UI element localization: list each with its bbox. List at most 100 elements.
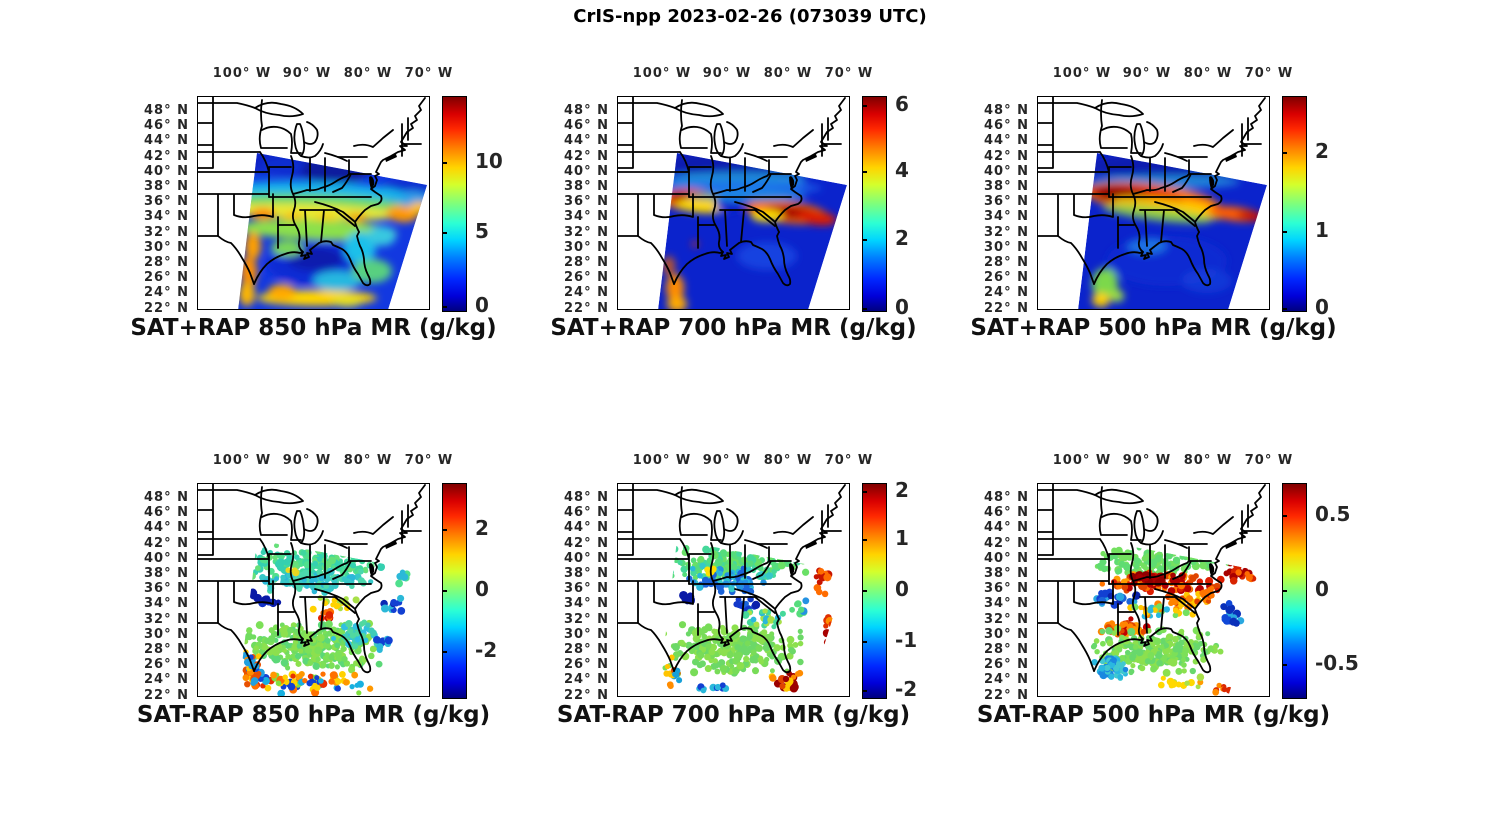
colorbar-tick [1283, 663, 1287, 666]
latitude-axis: 48° N 46° N 44° N 42° N 40° N 38° N 36° N 34° N… [133, 96, 189, 316]
colorbar [442, 96, 467, 312]
lat-tick-label: 40° N [144, 164, 189, 179]
lat-tick-label: 42° N [144, 536, 189, 551]
lat-tick-label: 48° N [984, 103, 1029, 118]
lon-tick-label: 70° W [404, 453, 454, 468]
lat-tick-label: 30° N [564, 627, 609, 642]
lat-tick-label: 30° N [144, 627, 189, 642]
colorbar-tick [863, 689, 867, 692]
lat-tick-label: 32° N [564, 225, 609, 240]
lat-tick-label: 40° N [984, 164, 1029, 179]
lon-tick-label: 80° W [343, 453, 393, 468]
colorbar-tick-label: 0 [1315, 294, 1329, 319]
lat-tick-label: 30° N [984, 627, 1029, 642]
lon-tick-label: 100° W [632, 453, 692, 468]
lat-tick-label: 22° N [984, 301, 1029, 316]
lat-tick-label: 36° N [564, 194, 609, 209]
colorbar-tick [863, 170, 867, 173]
panel-title: SAT-RAP 700 hPa MR (g/kg) [556, 702, 911, 728]
lat-tick-label: 38° N [144, 566, 189, 581]
lat-tick-label: 22° N [564, 688, 609, 703]
colorbar-tick-label: 0 [475, 577, 489, 601]
colorbar-labels: 6 4 2 0 [895, 92, 965, 319]
lat-tick-label: 28° N [564, 255, 609, 270]
lat-tick-label: 42° N [564, 149, 609, 164]
longitude-axis: 100° W 90° W 80° W 70° W [1037, 66, 1292, 84]
colorbar-labels: 2 1 0 [1315, 96, 1385, 319]
panel-title: SAT-RAP 850 hPa MR (g/kg) [136, 702, 491, 728]
lat-tick-label: 28° N [144, 255, 189, 270]
lon-tick-label: 100° W [632, 66, 692, 81]
colorbar-tick-label: 1 [1315, 217, 1329, 242]
lat-tick-label: 46° N [564, 118, 609, 133]
lon-tick-label: 70° W [824, 66, 874, 81]
lat-tick-label: 26° N [144, 657, 189, 672]
lat-tick-label: 28° N [984, 255, 1029, 270]
data-swath-layer [658, 153, 847, 310]
lat-tick-label: 38° N [984, 179, 1029, 194]
colorbar-tick [863, 239, 867, 242]
panel-sat-plus-rap-500: 100° W 90° W 80° W 70° W 48° N 46° N 44° N 42°… [970, 66, 1397, 356]
map-plot [1037, 96, 1270, 310]
colorbar [862, 96, 887, 312]
lat-tick-label: 48° N [144, 490, 189, 505]
map-plot [197, 483, 430, 697]
colorbar-labels: 10 5 0 [475, 96, 545, 316]
lat-tick-label: 26° N [564, 270, 609, 285]
lat-tick-label: 32° N [144, 225, 189, 240]
lat-tick-label: 24° N [144, 285, 189, 300]
lon-tick-label: 90° W [1122, 453, 1172, 468]
colorbar-tick [1283, 151, 1287, 154]
axes-frame [197, 483, 430, 697]
colorbar-tick-label: -2 [895, 676, 918, 701]
lat-tick-label: 22° N [984, 688, 1029, 703]
lon-tick-label: 80° W [343, 66, 393, 81]
lat-tick-label: 42° N [144, 149, 189, 164]
colorbar-tick [1283, 230, 1287, 233]
colorbar-tick-label: 1 [895, 525, 909, 550]
axes-frame [1037, 96, 1270, 310]
lat-tick-label: 34° N [564, 209, 609, 224]
map-plot [197, 96, 430, 310]
colorbar-tick-label: -2 [475, 637, 498, 662]
lat-tick-label: 46° N [564, 505, 609, 520]
lon-tick-label: 90° W [1122, 66, 1172, 81]
lat-tick-label: 44° N [984, 520, 1029, 535]
colorbar-tick-label: 2 [895, 226, 909, 251]
panel-title: SAT+RAP 850 hPa MR (g/kg) [130, 315, 497, 341]
colorbar-tick-label: 0 [895, 577, 909, 601]
lat-tick-label: 36° N [144, 194, 189, 209]
lat-tick-label: 34° N [984, 209, 1029, 224]
lat-tick-label: 34° N [984, 596, 1029, 611]
lat-tick-label: 28° N [564, 642, 609, 657]
lat-tick-label: 24° N [564, 672, 609, 687]
colorbar-tick [863, 490, 867, 493]
colorbar-tick [443, 162, 447, 165]
lat-tick-label: 44° N [564, 520, 609, 535]
latitude-axis: 48° N 46° N 44° N 42° N 40° N 38° N 36° N 34° N… [553, 483, 609, 703]
lat-tick-label: 46° N [984, 505, 1029, 520]
colorbar-tick-label: -1 [895, 627, 918, 652]
panel-sat-plus-rap-700: 100° W 90° W 80° W 70° W 48° N 46° N 44° N 42°… [550, 66, 977, 356]
latitude-axis: 48° N 46° N 44° N 42° N 40° N 38° N 36° N 34° N… [133, 483, 189, 703]
colorbar-tick [1283, 590, 1287, 592]
data-swath-layer [1084, 542, 1257, 696]
lat-tick-label: 34° N [564, 596, 609, 611]
longitude-axis: 100° W 90° W 80° W 70° W [197, 66, 452, 84]
colorbar-tick-label: -0.5 [1315, 650, 1359, 675]
lat-tick-label: 24° N [564, 285, 609, 300]
lat-tick-label: 40° N [564, 164, 609, 179]
lat-tick-label: 30° N [564, 240, 609, 255]
panel-sat-minus-rap-700: 100° W 90° W 80° W 70° W 48° N 46° N 44° N 42°… [557, 453, 977, 743]
axes-frame [617, 483, 850, 697]
lat-tick-label: 48° N [984, 490, 1029, 505]
lat-tick-label: 38° N [984, 566, 1029, 581]
lat-tick-label: 28° N [144, 642, 189, 657]
colorbar-tick [863, 307, 867, 310]
colorbar [1282, 96, 1307, 312]
colorbar-tick-label: 10 [475, 149, 503, 174]
lon-tick-label: 100° W [1052, 453, 1112, 468]
lon-tick-label: 100° W [212, 66, 272, 81]
lon-tick-label: 70° W [824, 453, 874, 468]
